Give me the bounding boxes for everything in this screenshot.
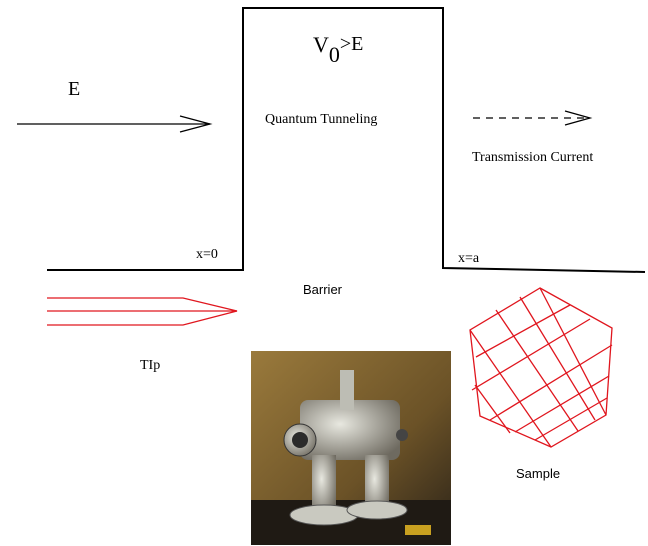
energy-label: E (68, 78, 80, 100)
tip (47, 298, 237, 325)
barrier-height-rest: >E (340, 33, 364, 55)
right-edge-label: x=a (458, 251, 480, 266)
barrier-height-label: V0>E (313, 32, 363, 67)
sample-label: Sample (516, 466, 560, 481)
tip-label: TIp (140, 358, 160, 373)
barrier-height-subscript: 0 (329, 42, 340, 67)
barrier-label: Barrier (303, 282, 343, 297)
sample (470, 288, 612, 447)
incident-arrow (17, 116, 210, 132)
barrier-height-base: V (313, 32, 329, 57)
transmitted-arrow (473, 111, 590, 125)
transmission-label: Transmission Current (472, 150, 593, 165)
instrument-photo (251, 351, 451, 545)
diagram: E V0>E Quantum Tunneling Transmission Cu… (0, 0, 648, 546)
left-edge-label: x=0 (196, 247, 218, 262)
tunneling-label: Quantum Tunneling (265, 112, 377, 127)
